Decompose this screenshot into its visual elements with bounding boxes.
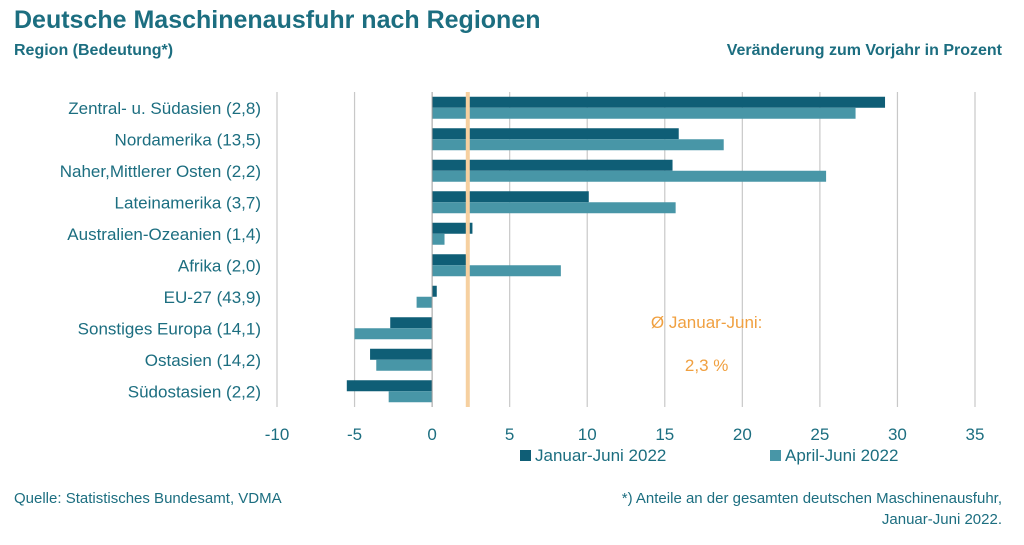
x-tick-label: 15 <box>655 425 674 444</box>
bar-jan-jun <box>432 222 473 234</box>
bar-jan-jun <box>432 128 679 140</box>
bar-jan-jun <box>432 96 886 108</box>
bar-apr-jun <box>432 139 724 151</box>
category-label: Nordamerika (13,5) <box>115 130 261 149</box>
category-label: Zentral- u. Südasien (2,8) <box>68 99 261 118</box>
bar-apr-jun <box>432 265 561 277</box>
x-tick-label: 35 <box>966 425 985 444</box>
bar-apr-jun <box>432 170 827 182</box>
bar-apr-jun <box>376 359 433 371</box>
bar-apr-jun <box>416 296 433 308</box>
category-label: Afrika (2,0) <box>178 256 261 275</box>
bar-apr-jun <box>432 107 856 119</box>
category-label: Sonstiges Europa (14,1) <box>78 319 261 338</box>
category-label: Naher,Mittlerer Osten (2,2) <box>60 162 261 181</box>
average-label: Ø Januar-Juni: <box>651 313 763 332</box>
legend-item-jan-jun-swatch <box>520 450 531 461</box>
category-label: Ostasien (14,2) <box>145 351 261 370</box>
legend-item-apr-jun-swatch <box>770 450 781 461</box>
bar-jan-jun <box>432 159 673 171</box>
bar-jan-jun <box>346 380 433 392</box>
average-value: 2,3 % <box>685 356 728 375</box>
x-tick-label: 5 <box>505 425 514 444</box>
x-axis-subtitle: Veränderung zum Vorjahr in Prozent <box>726 42 1002 59</box>
category-label: Lateinamerika (3,7) <box>115 193 261 212</box>
x-tick-label: 0 <box>427 425 436 444</box>
footnote: *) Anteile an der gesamten deutschen Mas… <box>622 488 1002 530</box>
source-note: Quelle: Statistisches Bundesamt, VDMA <box>14 490 282 507</box>
bar-jan-jun <box>390 317 433 329</box>
category-label: Australien-Ozeanien (1,4) <box>67 225 261 244</box>
bar-apr-jun <box>432 202 676 214</box>
x-tick-label: 20 <box>733 425 752 444</box>
bar-jan-jun <box>432 285 437 297</box>
bar-apr-jun <box>354 328 433 340</box>
category-label: Südostasien (2,2) <box>128 382 261 401</box>
bar-jan-jun <box>432 191 589 203</box>
chart-title: Deutsche Maschinenausfuhr nach Regionen <box>14 6 541 34</box>
x-tick-label: 10 <box>578 425 597 444</box>
bar-jan-jun <box>370 348 433 360</box>
bar-jan-jun <box>432 254 470 266</box>
bar-apr-jun <box>432 233 445 245</box>
legend-item-apr-jun-label: April-Juni 2022 <box>785 446 898 465</box>
x-tick-label: -5 <box>347 425 362 444</box>
bar-apr-jun <box>388 391 433 403</box>
x-tick-label: -10 <box>265 425 290 444</box>
category-label: EU-27 (43,9) <box>164 288 261 307</box>
footnote-line-2: Januar-Juni 2022. <box>881 511 1002 528</box>
legend-item-jan-jun-label: Januar-Juni 2022 <box>535 446 666 465</box>
y-axis-subtitle: Region (Bedeutung*) <box>14 42 174 59</box>
footnote-line-1: *) Anteile an der gesamten deutschen Mas… <box>621 490 1002 507</box>
x-tick-label: 30 <box>888 425 907 444</box>
x-tick-label: 25 <box>810 425 829 444</box>
